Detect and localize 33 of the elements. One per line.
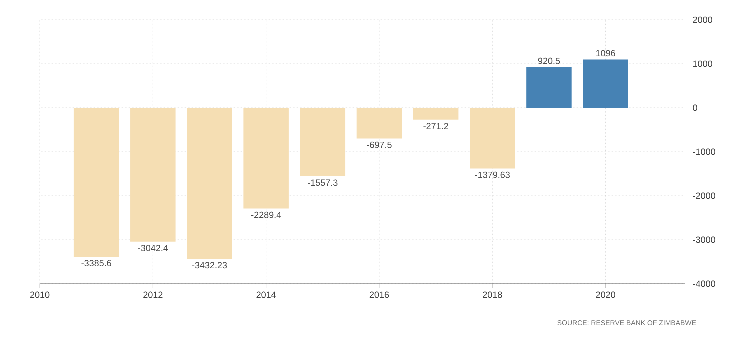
x-tick-label: 2016 <box>370 292 390 298</box>
y-tick-label: 2000 <box>693 16 712 24</box>
x-tick-label: 2014 <box>256 292 276 298</box>
y-tick-label: 0 <box>693 104 698 112</box>
y-tick-label: -4000 <box>693 280 716 288</box>
data-label: -3385.6 <box>82 260 112 267</box>
x-tick-label: 2012 <box>144 292 163 298</box>
data-label: -3042.4 <box>138 245 168 252</box>
bar <box>244 108 289 209</box>
bar <box>300 108 346 177</box>
bar <box>583 60 628 108</box>
bar <box>413 108 459 120</box>
y-tick-label: -1000 <box>693 148 716 156</box>
data-label: 920.5 <box>538 58 560 64</box>
data-label: -2289.4 <box>251 212 282 218</box>
data-label: -1557.3 <box>308 180 338 186</box>
bar <box>130 108 176 242</box>
x-tick-label: 2020 <box>596 292 616 298</box>
data-label: -271.2 <box>424 123 448 130</box>
y-tick-label: -3000 <box>693 236 716 244</box>
y-tick-label: 1000 <box>693 60 712 68</box>
y-tick-label: -2000 <box>693 192 716 200</box>
x-tick-label: 2018 <box>483 292 502 298</box>
bar <box>356 108 402 139</box>
x-tick-label: 2010 <box>30 292 50 298</box>
bar <box>526 68 572 108</box>
bar <box>74 108 120 257</box>
data-label: -697.5 <box>367 142 392 148</box>
data-label: 1096 <box>596 50 616 57</box>
bar <box>470 108 516 169</box>
data-label: -3432.23 <box>192 262 228 269</box>
data-label: -1379.63 <box>475 172 510 178</box>
bar <box>187 108 232 260</box>
